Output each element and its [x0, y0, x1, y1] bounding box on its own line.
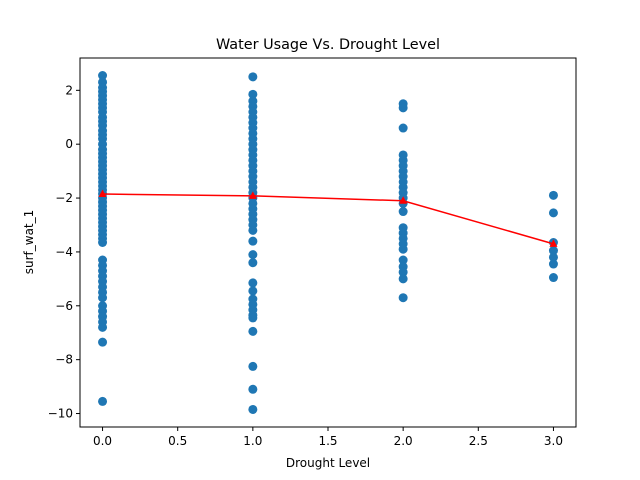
scatter-point [548, 252, 558, 262]
scatter-point [548, 259, 558, 269]
x-tick-label: 1.5 [318, 434, 337, 448]
x-tick-label: 2.5 [469, 434, 488, 448]
scatter-point [398, 255, 408, 265]
x-tick-label: 0.0 [93, 434, 112, 448]
scatter-point [248, 404, 258, 414]
y-tick-label: 0 [65, 137, 73, 151]
scatter-point [548, 190, 558, 200]
scatter-point [398, 293, 408, 303]
scatter-point [98, 293, 108, 303]
plot-area [80, 58, 576, 427]
scatter-point [548, 246, 558, 256]
scatter-point [398, 244, 408, 254]
scatter-point [398, 103, 408, 113]
scatter-point [98, 322, 108, 332]
x-axis-label: Drought Level [286, 456, 370, 470]
chart-title: Water Usage Vs. Drought Level [216, 37, 440, 53]
mean-marker [98, 189, 107, 198]
scatter-point [248, 236, 258, 246]
scatter-point [548, 273, 558, 283]
scatter-point [398, 274, 408, 284]
mean-marker [549, 239, 558, 247]
scatter-point [248, 72, 258, 82]
x-tick-label: 3.0 [544, 434, 563, 448]
x-tick-label: 2.0 [394, 434, 413, 448]
x-axis-ticks: 0.0 0.5 1.0 1.5 2.0 2.5 3.0 [93, 427, 563, 448]
mean-marker [248, 191, 257, 199]
mean-line [102, 193, 554, 245]
scatter-point [98, 71, 108, 81]
scatter-point [248, 384, 258, 394]
x-tick-label: 0.5 [168, 434, 187, 448]
y-tick-label: −10 [48, 407, 73, 421]
scatter-point [248, 89, 258, 99]
scatter-point [248, 361, 258, 371]
y-tick-label: −8 [55, 353, 73, 367]
scatter-point [98, 396, 108, 406]
scatter-point [248, 313, 258, 323]
scatter-point [248, 286, 258, 296]
scatter-point [248, 250, 258, 260]
scatter-point [98, 337, 108, 347]
scatter-point [248, 258, 258, 268]
scatter-point [398, 123, 408, 133]
scatter-point [398, 267, 408, 277]
y-tick-label: 2 [65, 83, 73, 97]
scatter-point [98, 238, 108, 247]
y-axis-ticks: −10 −8 −6 −4 −2 0 2 [48, 83, 80, 421]
scatter-point [248, 326, 258, 336]
scatter-point [398, 207, 408, 217]
mean-line-group [98, 189, 558, 247]
mean-marker [399, 196, 408, 204]
x-tick-label: 1.0 [243, 434, 262, 448]
scatter-point [548, 208, 558, 218]
y-axis-label: surf_wat_1 [22, 210, 36, 275]
y-tick-label: −6 [55, 299, 73, 313]
scatter-points [98, 71, 558, 414]
scatter-point [248, 225, 258, 235]
scatter-point [248, 278, 258, 288]
y-tick-label: −4 [55, 245, 73, 259]
y-tick-label: −2 [55, 191, 73, 205]
